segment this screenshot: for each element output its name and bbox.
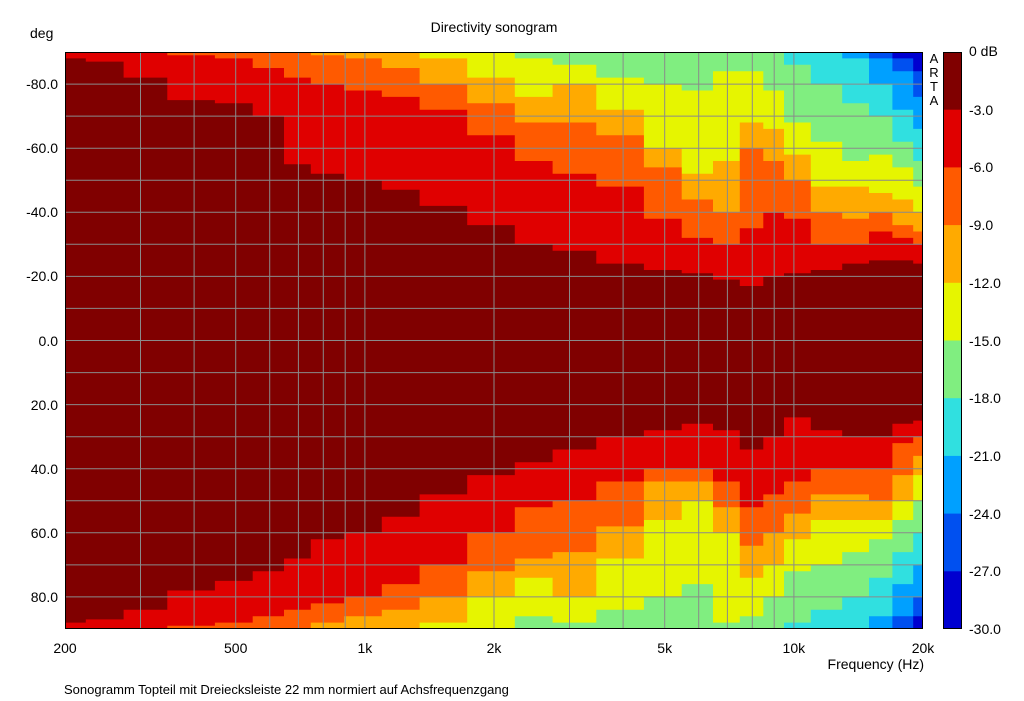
colorbar-band: [943, 167, 962, 226]
watermark-letter: R: [929, 65, 939, 80]
x-tick-label: 500: [224, 640, 248, 656]
chart-title: Directivity sonogram: [430, 19, 558, 35]
y-tick-label: -20.0: [26, 268, 58, 285]
y-axis-label: deg: [30, 25, 54, 41]
colorbar-band: [943, 455, 962, 515]
x-tick-label: 20k: [911, 640, 935, 656]
colorbar-tick-label: -9.0: [969, 217, 994, 234]
watermark-letter: T: [930, 79, 938, 94]
x-tick-label: 10k: [782, 640, 806, 656]
colorbar: [943, 52, 962, 629]
x-tick-label: 5k: [657, 640, 673, 656]
chart-caption: Sonogramm Topteil mit Dreiecksleiste 22 …: [64, 682, 509, 697]
colorbar-tick-label: -21.0: [969, 447, 1001, 464]
colorbar-frame: [943, 52, 962, 629]
y-tick-label: 40.0: [30, 460, 58, 477]
colorbar-tick-label: -12.0: [969, 274, 1001, 291]
colorbar-band: [943, 398, 962, 457]
y-tick-label: -80.0: [26, 76, 58, 93]
watermark-letter: A: [929, 93, 939, 108]
x-tick-label: 1k: [357, 640, 373, 656]
y-tick-label: -40.0: [26, 204, 58, 221]
x-tick-label: 200: [53, 640, 77, 656]
colorbar-tick-label: -3.0: [969, 101, 994, 118]
x-axis-label: Frequency (Hz): [827, 656, 924, 672]
colorbar-tick-label: -15.0: [969, 332, 1001, 349]
plot-frame: [65, 52, 923, 629]
colorbar-band: [943, 52, 962, 111]
y-tick-label: 60.0: [30, 524, 58, 541]
colorbar-tick-label: -30.0: [969, 621, 1001, 637]
colorbar-tick-label: 0 dB: [969, 43, 998, 59]
y-tick-label: -60.0: [26, 140, 58, 157]
colorbar-band: [943, 109, 962, 168]
watermark-letter: A: [929, 51, 939, 66]
colorbar-tick-label: -18.0: [969, 390, 1001, 407]
x-tick-label: 2k: [486, 640, 502, 656]
colorbar-band: [943, 225, 962, 284]
sonogram-plot: [65, 52, 923, 629]
colorbar-tick-label: -27.0: [969, 563, 1001, 580]
colorbar-tick-label: -6.0: [969, 159, 994, 176]
colorbar-tick-label: -24.0: [969, 505, 1001, 522]
colorbar-band: [943, 282, 962, 341]
colorbar-band: [943, 571, 962, 629]
y-tick-label: 0.0: [38, 332, 58, 349]
colorbar-band: [943, 513, 962, 572]
y-tick-label: 80.0: [30, 588, 58, 605]
y-tick-label: 20.0: [30, 396, 58, 413]
colorbar-band: [943, 340, 962, 399]
